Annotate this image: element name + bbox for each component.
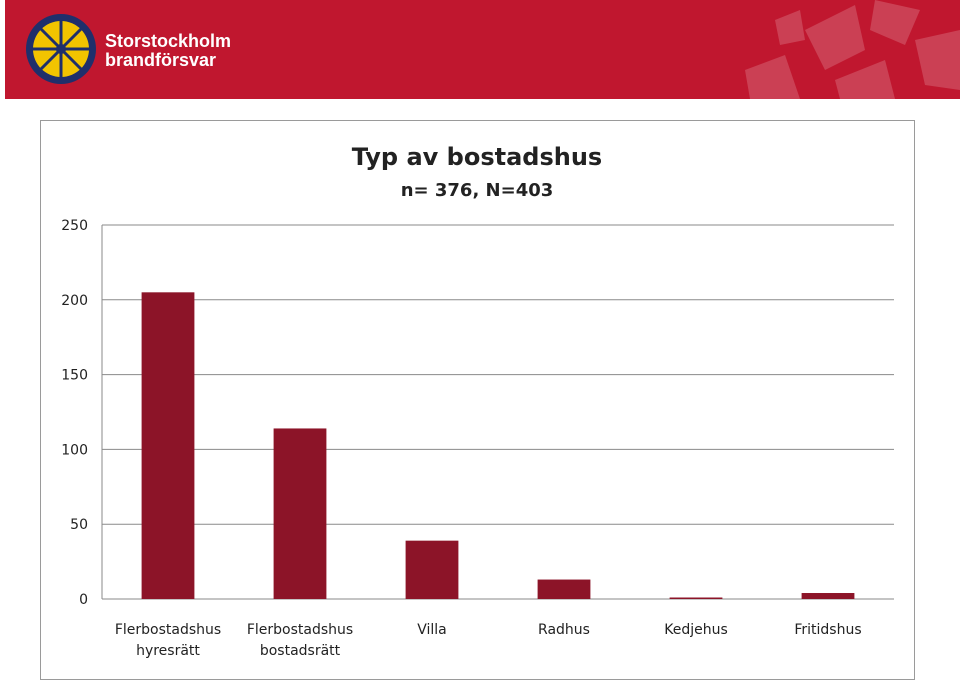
bar	[141, 292, 195, 599]
x-tick-label: Radhus	[538, 622, 590, 638]
brand-line-2: brandförsvar	[105, 50, 217, 70]
x-tick-label: bostadsrätt	[260, 643, 341, 659]
brand-name: Storstockholm brandförsvar	[105, 32, 231, 70]
chart-subtitle: n= 376, N=403	[401, 180, 554, 201]
chart-title: Typ av bostadshus	[352, 143, 602, 171]
y-tick-label: 150	[61, 368, 88, 384]
decorative-star-graphic	[745, 0, 960, 99]
brand-line-1: Storstockholm	[105, 31, 232, 51]
y-tick-label: 0	[79, 592, 88, 608]
chart-frame: Typ av bostadshus n= 376, N=403 0 50 100 15…	[40, 120, 915, 680]
y-tick-label: 100	[61, 442, 88, 458]
bar-chart: Typ av bostadshus n= 376, N=403 0 50 100 15…	[61, 143, 894, 659]
x-tick-label: hyresrätt	[136, 643, 200, 659]
x-tick-label: Villa	[417, 622, 447, 638]
x-tick-label: Flerbostadshus	[115, 622, 221, 638]
x-tick-label: Kedjehus	[664, 622, 728, 638]
y-tick-label: 50	[70, 517, 88, 533]
compass-star-emblem-icon	[26, 14, 96, 84]
y-tick-label: 250	[61, 218, 88, 234]
bar	[669, 597, 723, 599]
y-tick-label: 200	[61, 293, 88, 309]
bar	[537, 579, 591, 599]
bar	[801, 593, 855, 599]
x-tick-label: Flerbostadshus	[247, 622, 353, 638]
bar	[405, 540, 459, 599]
bar	[273, 428, 327, 599]
x-tick-label: Fritidshus	[794, 622, 861, 638]
header-banner: Storstockholm brandförsvar	[5, 0, 960, 99]
